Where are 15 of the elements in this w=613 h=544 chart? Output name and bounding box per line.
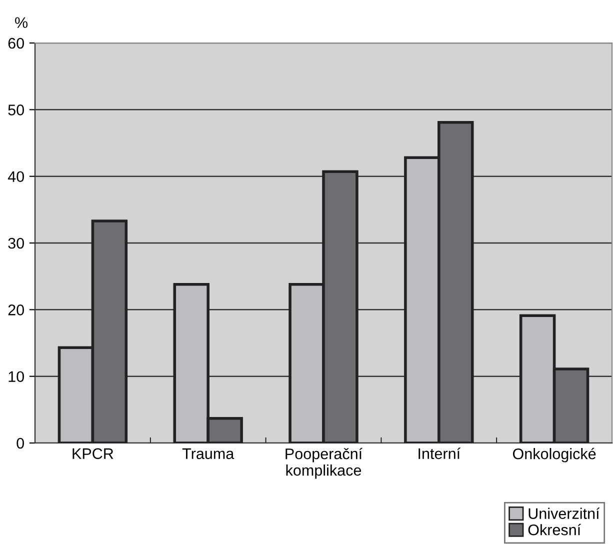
y-tick-label: 60 bbox=[8, 38, 24, 49]
legend-label: Univerzitní bbox=[528, 508, 600, 519]
y-tick-label: 50 bbox=[8, 104, 24, 116]
y-tick-label: 40 bbox=[8, 171, 24, 182]
x-tick-label: Trauma bbox=[182, 448, 234, 460]
y-tick-label: 0 bbox=[16, 438, 24, 449]
x-tick-label: Pooperační komplikace bbox=[286, 448, 363, 479]
x-tick-label: KPCR bbox=[72, 448, 114, 460]
y-axis-title: % bbox=[15, 17, 28, 28]
x-tick-label: Onkologické bbox=[512, 448, 596, 462]
y-tick-label: 20 bbox=[8, 304, 24, 316]
legend-label: Okresní bbox=[528, 524, 582, 536]
x-tick-label: Interní bbox=[418, 448, 460, 460]
y-tick-label: 10 bbox=[8, 371, 24, 382]
y-tick-label: 30 bbox=[8, 238, 24, 249]
